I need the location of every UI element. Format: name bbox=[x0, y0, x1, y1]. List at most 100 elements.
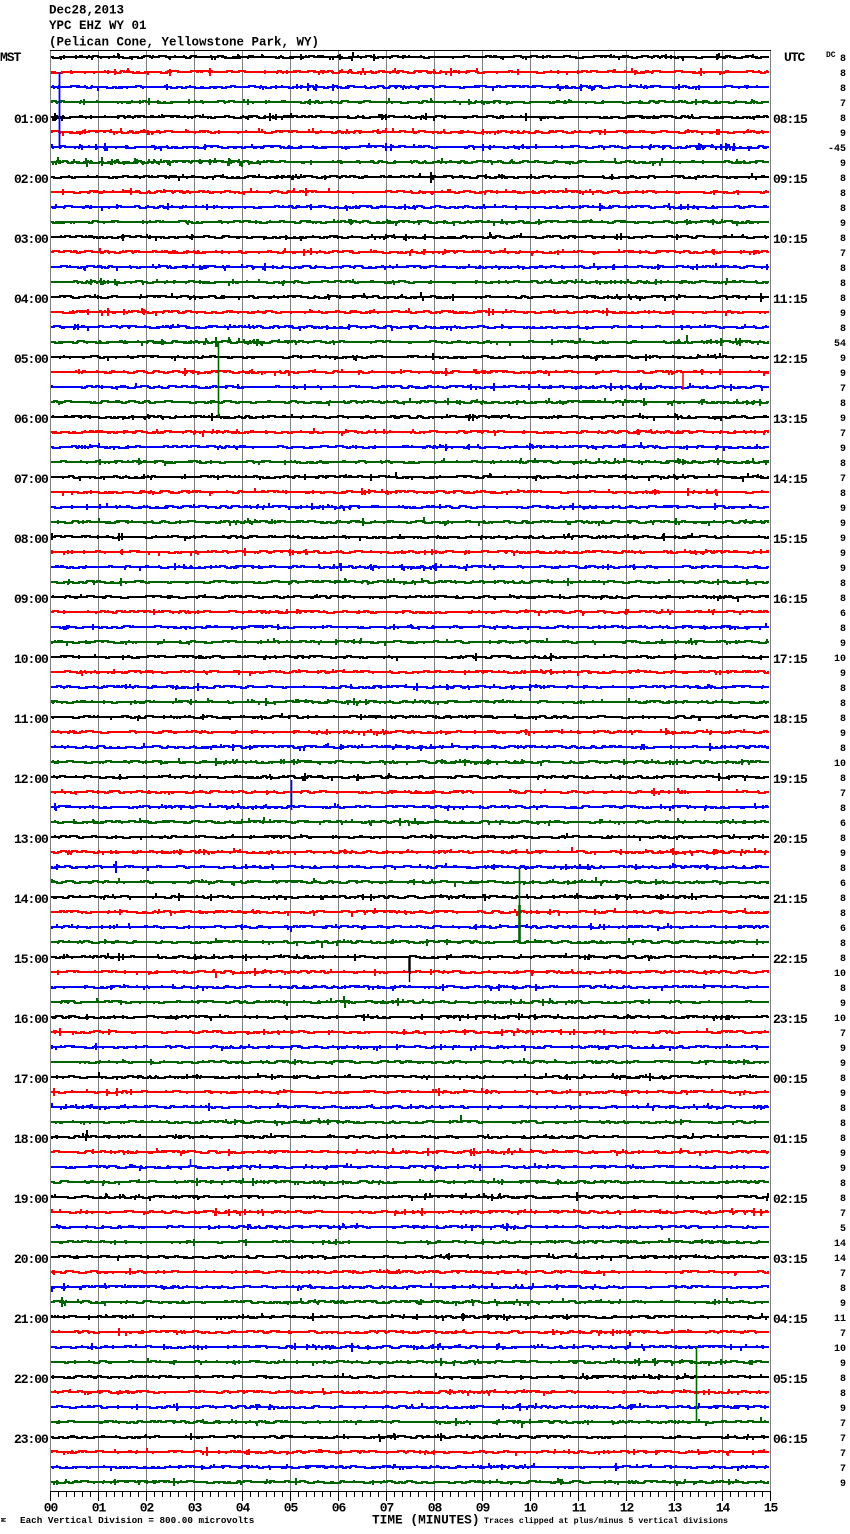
svg-text:08: 08 bbox=[428, 1501, 443, 1516]
svg-text:09: 09 bbox=[476, 1501, 491, 1516]
svg-text:16:15: 16:15 bbox=[773, 592, 808, 607]
svg-text:9: 9 bbox=[840, 369, 846, 380]
svg-text:08:00: 08:00 bbox=[14, 532, 49, 547]
svg-text:8: 8 bbox=[840, 54, 846, 65]
svg-text:8: 8 bbox=[840, 894, 846, 905]
svg-text:7: 7 bbox=[840, 249, 846, 260]
svg-text:-45: -45 bbox=[828, 144, 846, 155]
svg-text:8: 8 bbox=[840, 1104, 846, 1115]
svg-text:9: 9 bbox=[840, 1059, 846, 1070]
svg-text:Traces clipped at plus/minus 5: Traces clipped at plus/minus 5 vertical … bbox=[484, 1516, 728, 1526]
svg-text:8: 8 bbox=[840, 489, 846, 500]
svg-text:9: 9 bbox=[840, 1089, 846, 1100]
svg-text:9: 9 bbox=[840, 1359, 846, 1370]
svg-text:15:15: 15:15 bbox=[773, 532, 808, 547]
svg-text:8: 8 bbox=[840, 264, 846, 275]
svg-text:UTC: UTC bbox=[784, 50, 806, 65]
svg-text:21:00: 21:00 bbox=[14, 1312, 49, 1327]
svg-text:03:00: 03:00 bbox=[14, 232, 49, 247]
svg-text:05:15: 05:15 bbox=[773, 1372, 808, 1387]
svg-text:9: 9 bbox=[840, 354, 846, 365]
svg-text:00: 00 bbox=[44, 1501, 59, 1516]
svg-text:DC: DC bbox=[826, 51, 836, 60]
svg-text:7: 7 bbox=[840, 789, 846, 800]
svg-text:9: 9 bbox=[840, 999, 846, 1010]
svg-text:9: 9 bbox=[840, 519, 846, 530]
svg-text:12:15: 12:15 bbox=[773, 352, 808, 367]
svg-text:10: 10 bbox=[834, 654, 846, 665]
svg-text:9: 9 bbox=[840, 414, 846, 425]
svg-text:9: 9 bbox=[840, 309, 846, 320]
svg-text:14:00: 14:00 bbox=[14, 892, 49, 907]
svg-text:14:15: 14:15 bbox=[773, 472, 808, 487]
svg-text:9: 9 bbox=[840, 504, 846, 515]
svg-text:18:15: 18:15 bbox=[773, 712, 808, 727]
svg-text:15: 15 bbox=[764, 1501, 779, 1516]
svg-text:8: 8 bbox=[840, 909, 846, 920]
svg-text:8: 8 bbox=[840, 939, 846, 950]
svg-text:11:15: 11:15 bbox=[773, 292, 808, 307]
svg-text:06: 06 bbox=[332, 1501, 347, 1516]
svg-text:8: 8 bbox=[840, 1119, 846, 1130]
svg-text:17:15: 17:15 bbox=[773, 652, 808, 667]
svg-text:13:00: 13:00 bbox=[14, 832, 49, 847]
svg-text:9: 9 bbox=[840, 1479, 846, 1490]
svg-text:7: 7 bbox=[840, 1269, 846, 1280]
svg-text:9: 9 bbox=[840, 564, 846, 575]
svg-text:8: 8 bbox=[840, 279, 846, 290]
svg-text:7: 7 bbox=[840, 1209, 846, 1220]
svg-text:23:15: 23:15 bbox=[773, 1012, 808, 1027]
svg-text:04:15: 04:15 bbox=[773, 1312, 808, 1327]
svg-text:7: 7 bbox=[840, 474, 846, 485]
svg-text:5: 5 bbox=[840, 1224, 846, 1235]
svg-text:10: 10 bbox=[524, 1501, 539, 1516]
svg-text:19:00: 19:00 bbox=[14, 1192, 49, 1207]
svg-text:07:00: 07:00 bbox=[14, 472, 49, 487]
svg-text:15:00: 15:00 bbox=[14, 952, 49, 967]
svg-text:11: 11 bbox=[572, 1501, 587, 1516]
svg-text:7: 7 bbox=[840, 1464, 846, 1475]
svg-text:9: 9 bbox=[840, 159, 846, 170]
svg-text:8: 8 bbox=[840, 1284, 846, 1295]
svg-text:9: 9 bbox=[840, 444, 846, 455]
svg-text:Each Vertical Division = 800.: Each Vertical Division = 800.00 microvol… bbox=[20, 1515, 255, 1526]
svg-text:06:15: 06:15 bbox=[773, 1432, 808, 1447]
svg-text:9: 9 bbox=[840, 729, 846, 740]
svg-text:21:15: 21:15 bbox=[773, 892, 808, 907]
svg-text:01:00: 01:00 bbox=[14, 112, 49, 127]
svg-text:8: 8 bbox=[840, 579, 846, 590]
svg-text:14: 14 bbox=[834, 1239, 846, 1250]
svg-text:17:00: 17:00 bbox=[14, 1072, 49, 1087]
svg-text:8: 8 bbox=[840, 174, 846, 185]
svg-text:12: 12 bbox=[620, 1501, 635, 1516]
svg-text:7: 7 bbox=[840, 1434, 846, 1445]
svg-text:04:00: 04:00 bbox=[14, 292, 49, 307]
svg-text:9: 9 bbox=[840, 1044, 846, 1055]
svg-text:02: 02 bbox=[140, 1501, 155, 1516]
svg-text:23:00: 23:00 bbox=[14, 1432, 49, 1447]
svg-text:6: 6 bbox=[840, 609, 846, 620]
svg-text:8: 8 bbox=[840, 594, 846, 605]
svg-text:YPC EHZ WY 01: YPC EHZ WY 01 bbox=[49, 19, 147, 33]
svg-text:8: 8 bbox=[840, 774, 846, 785]
svg-text:10: 10 bbox=[834, 1344, 846, 1355]
svg-text:8: 8 bbox=[840, 684, 846, 695]
svg-text:05: 05 bbox=[284, 1501, 299, 1516]
svg-text:6: 6 bbox=[840, 819, 846, 830]
svg-text:16:00: 16:00 bbox=[14, 1012, 49, 1027]
svg-text:9: 9 bbox=[840, 219, 846, 230]
svg-text:8: 8 bbox=[840, 699, 846, 710]
svg-text:8: 8 bbox=[840, 864, 846, 875]
svg-text:7: 7 bbox=[840, 1329, 846, 1340]
svg-text:7: 7 bbox=[840, 1029, 846, 1040]
svg-text:12:00: 12:00 bbox=[14, 772, 49, 787]
svg-text:9: 9 bbox=[840, 1404, 846, 1415]
svg-text:22:00: 22:00 bbox=[14, 1372, 49, 1387]
svg-text:10:00: 10:00 bbox=[14, 652, 49, 667]
svg-text:06:00: 06:00 bbox=[14, 412, 49, 427]
svg-text:8: 8 bbox=[840, 204, 846, 215]
svg-text:22:15: 22:15 bbox=[773, 952, 808, 967]
svg-text:03: 03 bbox=[188, 1501, 203, 1516]
svg-text:Dec28,2013: Dec28,2013 bbox=[49, 4, 124, 18]
svg-text:9: 9 bbox=[840, 549, 846, 560]
